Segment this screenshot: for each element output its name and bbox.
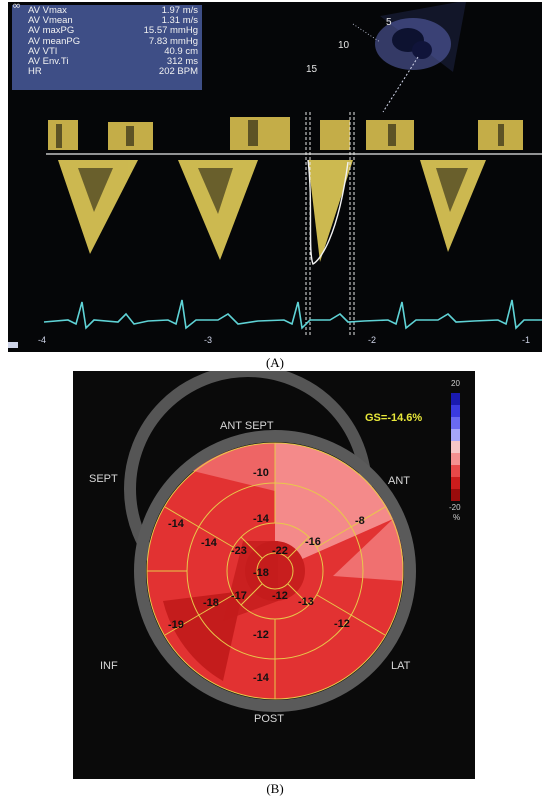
- segment-value: -18: [203, 597, 219, 609]
- caption-b: (B): [266, 781, 284, 796]
- caption-a: (A): [265, 355, 285, 370]
- wall-label-sept: SEPT: [89, 473, 118, 485]
- segment-value: -12: [334, 618, 350, 630]
- segment-value: -22: [272, 545, 288, 557]
- measurement-row: HR 202 BPM: [16, 67, 198, 77]
- measurement-label: AV maxPG: [28, 25, 75, 37]
- measurement-label: HR: [28, 66, 42, 78]
- wall-label-ant-sept: ANT SEPT: [220, 420, 274, 432]
- measurement-value: 7.83 mmHg: [148, 35, 198, 47]
- measurement-label: AV Vmean: [28, 15, 73, 27]
- bullseye-graphic: [124, 371, 460, 712]
- segment-value: -16: [305, 536, 321, 548]
- measurement-row: AV Env.Ti 312 ms: [16, 56, 198, 68]
- measurement-label: AV Env.Ti: [28, 56, 69, 68]
- scale-top-label: 20: [451, 379, 460, 388]
- scale-unit-label: %: [453, 513, 461, 522]
- segment-value: -14: [168, 518, 184, 530]
- loop-icon: ∞: [12, 0, 22, 12]
- segment-value: -12: [253, 629, 269, 641]
- time-mark: -4: [38, 335, 47, 345]
- segment-value: -17: [231, 590, 247, 602]
- depth-mark: 15: [306, 64, 318, 75]
- segment-value: -13: [298, 596, 314, 608]
- wall-label-ant: ANT: [388, 475, 410, 487]
- doppler-echo-panel: AV Vmax 1.97 m/s AV Vmean 1.31 m/s AV ma…: [8, 0, 542, 352]
- depth-mark: 5: [386, 17, 392, 28]
- bullseye-panel: GS=-14.6% 20 -20 % ANT SEPT SEPT ANT INF…: [73, 371, 475, 779]
- time-mark: -2: [368, 335, 377, 345]
- measurement-row: AV maxPG 15.57 mmHg: [16, 26, 198, 36]
- segment-value: -14: [253, 672, 269, 684]
- wall-label-lat: LAT: [391, 660, 411, 672]
- time-mark: -3: [204, 335, 213, 345]
- segment-value-apex: -18: [253, 567, 269, 579]
- measurement-label: AV meanPG: [28, 35, 81, 47]
- segment-value: -23: [231, 545, 247, 557]
- segment-value: -10: [253, 467, 269, 479]
- segment-value: -14: [201, 537, 217, 549]
- measurement-value: 40.9 cm: [164, 45, 198, 57]
- measurement-value: 1.97 m/s: [161, 5, 198, 16]
- segment-value: -12: [272, 590, 288, 602]
- segment-value: -14: [253, 513, 269, 525]
- segment-value: -8: [355, 515, 365, 527]
- measurement-panel: AV Vmax 1.97 m/s AV Vmean 1.31 m/s AV ma…: [12, 5, 202, 90]
- time-mark: -1: [522, 335, 531, 345]
- measurement-label: AV VTI: [28, 45, 58, 57]
- measurement-row: AV meanPG 7.83 mmHg: [16, 35, 198, 47]
- scale-bottom-label: -20: [449, 503, 461, 512]
- global-strain-label: GS=-14.6%: [365, 412, 423, 424]
- measurement-row: AV Vmean 1.31 m/s: [16, 15, 198, 27]
- measurement-label: AV Vmax: [28, 5, 67, 16]
- measurement-row: AV VTI 40.9 cm: [16, 45, 198, 57]
- measurement-value: 312 ms: [166, 56, 198, 68]
- measurement-value: 15.57 mmHg: [143, 25, 198, 37]
- measurement-row: AV Vmax 1.97 m/s: [16, 5, 198, 16]
- doppler-trace-graphic: [8, 2, 542, 348]
- wall-label-inf: INF: [100, 660, 118, 672]
- wall-label-post: POST: [254, 713, 284, 725]
- measurement-value: 202 BPM: [158, 66, 198, 78]
- segment-value: -19: [168, 619, 184, 631]
- depth-mark: 10: [338, 40, 350, 51]
- measurement-value: 1.31 m/s: [161, 15, 198, 27]
